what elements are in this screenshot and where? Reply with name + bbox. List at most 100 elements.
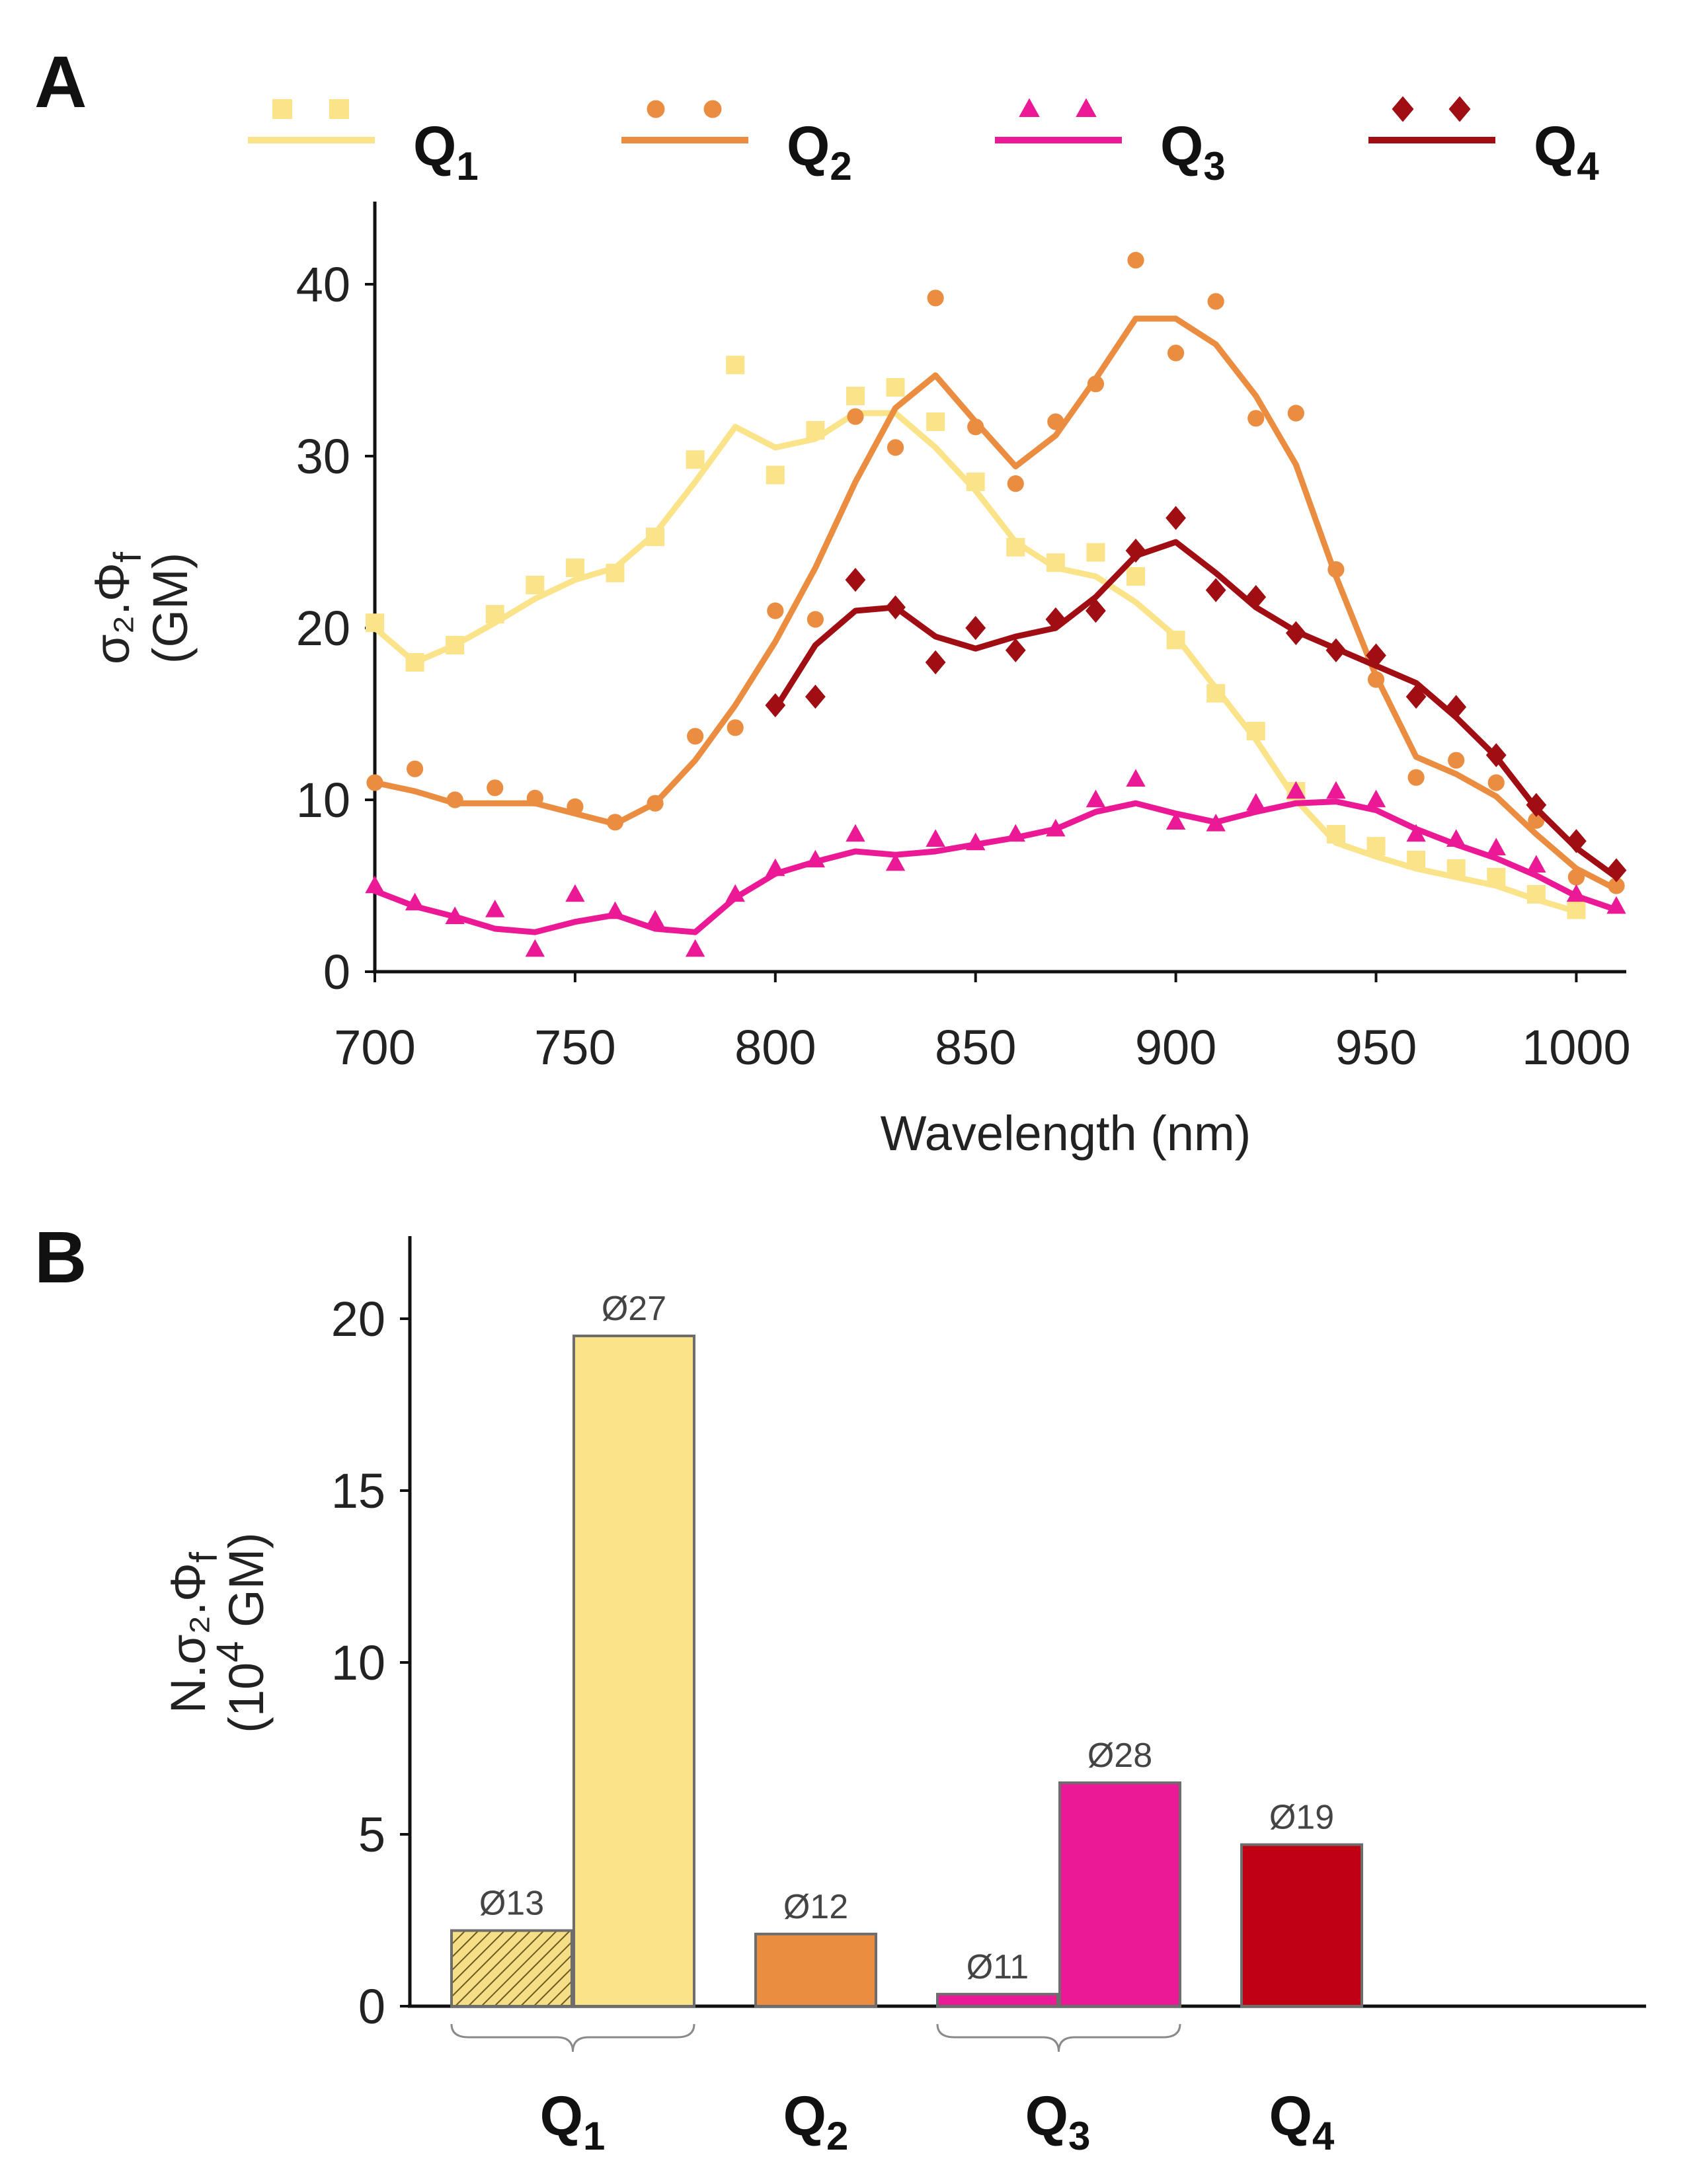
data-point-q3	[1366, 789, 1386, 808]
series-line-q4	[772, 539, 1620, 880]
data-point-q2	[526, 789, 543, 806]
data-point-q4	[1165, 506, 1187, 530]
legend-item-q2: Q2	[621, 100, 852, 188]
data-point-q3	[485, 900, 505, 917]
data-point-q4	[845, 568, 866, 592]
data-point-q1	[1326, 825, 1345, 843]
panel-a-letter: A	[34, 42, 87, 123]
data-point-q2	[366, 774, 383, 791]
data-point-q4	[1446, 695, 1467, 719]
data-point-q3	[1566, 884, 1587, 902]
data-point-q3	[926, 829, 945, 847]
data-point-q2	[1207, 293, 1224, 310]
bar	[1240, 1843, 1363, 2008]
data-point-q3	[885, 853, 906, 871]
bar	[754, 1932, 877, 2008]
data-point-q4	[1085, 598, 1106, 623]
data-point-q2	[1087, 375, 1105, 393]
data-point-q1	[1126, 567, 1146, 586]
panel-b-letter: B	[34, 1217, 87, 1298]
category-label-main: Q	[1269, 2085, 1312, 2147]
data-point-q4	[1205, 578, 1226, 602]
data-point-q1	[886, 378, 905, 397]
data-point-q1	[1366, 837, 1386, 856]
category-label: Q1	[540, 2085, 606, 2158]
data-point-q1	[485, 605, 504, 624]
series-group	[365, 252, 1627, 957]
y-tick-label: 5	[358, 1807, 385, 1862]
data-point-q3	[1286, 781, 1306, 799]
data-point-q2	[406, 760, 424, 777]
y-tick-label: 10	[331, 1635, 385, 1690]
bar-value-label: Ø13	[479, 1885, 544, 1923]
data-point-q4	[805, 684, 826, 709]
y-tick-labels: 0 10 20 30 40	[296, 257, 375, 999]
category-label-main: Q	[540, 2085, 583, 2147]
data-point-q1	[606, 563, 625, 582]
legend-item-q1: Q1	[248, 99, 479, 188]
category-label-main: Q	[783, 2085, 826, 2147]
data-point-q3	[365, 875, 385, 894]
data-point-q3	[685, 939, 705, 957]
series-line-q3	[372, 799, 1620, 935]
data-point-q2	[767, 602, 784, 619]
bar-value-label: Ø12	[783, 1888, 848, 1926]
data-point-q2	[1047, 413, 1064, 430]
data-point-q2	[1608, 877, 1625, 894]
data-point-q1	[565, 559, 584, 577]
data-point-q2	[647, 795, 664, 812]
y-tick-label: 0	[358, 1979, 385, 2034]
y-axis-title-line1: σ₂.Φf	[85, 551, 149, 664]
legend-label-main: Q	[787, 115, 830, 177]
data-point-q3	[1085, 789, 1106, 808]
data-point-q2	[1287, 405, 1304, 422]
x-tick-label: 800	[734, 1020, 816, 1075]
data-point-q2	[1327, 561, 1345, 578]
data-point-q1	[1086, 543, 1105, 562]
legend-marker	[647, 100, 665, 118]
data-point-q3	[1246, 793, 1266, 811]
x-tick-label: 750	[534, 1020, 615, 1075]
legend-item-q4: Q4	[1368, 96, 1599, 188]
series-q2	[366, 252, 1625, 894]
data-point-q4	[765, 693, 786, 718]
y-axis-title: σ₂.Φf (GM)	[85, 551, 198, 664]
legend-marker	[1076, 98, 1097, 117]
legend-label: Q2	[787, 115, 852, 188]
data-point-q2	[1407, 769, 1425, 786]
x-tick-label: 1000	[1522, 1020, 1631, 1075]
data-point-q4	[1005, 638, 1026, 662]
data-point-q4	[1125, 538, 1146, 563]
legend-label-sub: 1	[456, 144, 478, 188]
data-point-q3	[725, 884, 745, 902]
legend-marker	[1019, 98, 1040, 117]
series-q3	[365, 769, 1626, 957]
data-point-q3	[525, 939, 545, 957]
legend-label-main: Q	[413, 115, 456, 177]
bar-value-label: Ø19	[1269, 1799, 1334, 1837]
data-point-q2	[1367, 671, 1385, 688]
data-point-q4	[1245, 585, 1267, 609]
category-labels: Q1 Q2 Q3 Q4	[540, 2085, 1335, 2158]
data-point-q1	[1046, 553, 1065, 572]
bar	[450, 1929, 573, 2008]
data-point-q3	[605, 901, 625, 919]
category-label-sub: 1	[583, 2114, 605, 2158]
data-point-q3	[1526, 855, 1546, 873]
data-point-q1	[806, 421, 825, 440]
data-point-q3	[846, 824, 865, 842]
data-point-q4	[885, 595, 906, 619]
legend-label: Q3	[1160, 115, 1226, 188]
data-point-q3	[1126, 769, 1146, 787]
data-point-q3	[805, 849, 826, 868]
category-label: Q4	[1269, 2085, 1335, 2158]
category-label-sub: 3	[1068, 2114, 1090, 2158]
data-point-q1	[966, 473, 985, 491]
bar-value-label: Ø27	[602, 1290, 666, 1328]
x-tick-label: 900	[1135, 1020, 1216, 1075]
data-point-q1	[1526, 885, 1546, 904]
data-point-q1	[766, 465, 785, 485]
legend-label-sub: 2	[830, 144, 851, 188]
